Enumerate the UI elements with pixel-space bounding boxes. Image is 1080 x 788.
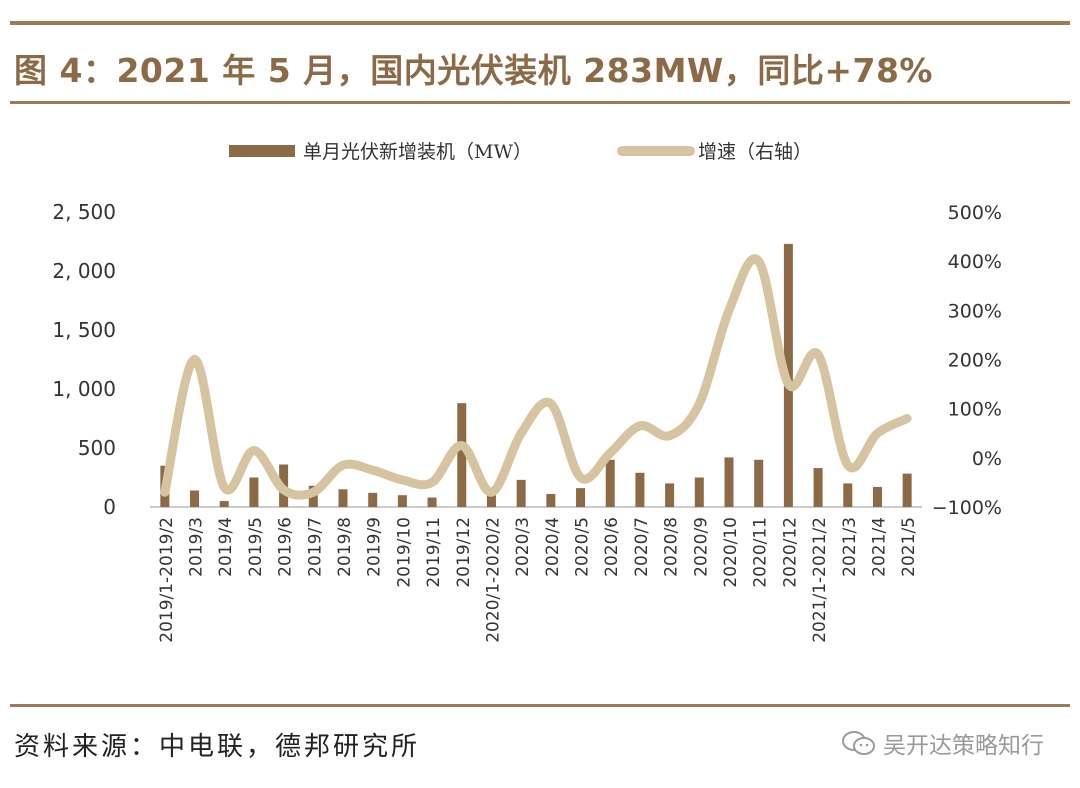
x-tick-label: 2019/11 bbox=[424, 517, 444, 588]
bar bbox=[872, 486, 882, 507]
x-tick-label: 2020/11 bbox=[751, 517, 771, 588]
x-tick-label: 2020/1-2020/2 bbox=[483, 517, 503, 643]
x-tick-label: 2021/4 bbox=[869, 517, 889, 577]
bar bbox=[368, 492, 378, 507]
legend: 单月光伏新增装机（MW） 增速（右轴） bbox=[229, 141, 812, 163]
bar bbox=[724, 457, 734, 507]
right-tick-label: 400% bbox=[948, 251, 1002, 273]
bar bbox=[754, 459, 764, 507]
bar bbox=[635, 472, 645, 507]
x-tick-label: 2019/4 bbox=[216, 517, 236, 577]
bar bbox=[486, 495, 496, 507]
x-tick-label: 2019/6 bbox=[276, 517, 296, 577]
source-note: 资料来源：中电联，德邦研究所 bbox=[14, 732, 421, 762]
x-tick-label: 2020/3 bbox=[513, 517, 533, 577]
x-axis-labels: 2019/1-2019/2 2019/3 2019/4 2019/5 2019/6 201… bbox=[157, 517, 919, 643]
left-tick-label: 2, 500 bbox=[52, 200, 116, 224]
bottom-rule bbox=[10, 704, 1070, 707]
right-axis: −100% 0% 100% 200% 300% 400% 500% bbox=[932, 202, 1002, 519]
bar bbox=[516, 479, 526, 507]
bar bbox=[397, 495, 407, 507]
left-axis: 0 500 1, 000 1, 500 2, 000 2, 500 bbox=[52, 200, 116, 519]
x-tick-label: 2019/5 bbox=[246, 517, 266, 577]
x-tick-label: 2019/10 bbox=[394, 517, 414, 588]
x-tick-label: 2020/5 bbox=[573, 517, 593, 577]
left-tick-label: 1, 500 bbox=[52, 318, 116, 342]
right-tick-label: 0% bbox=[972, 448, 1002, 470]
legend-label-line: 增速（右轴） bbox=[698, 141, 812, 163]
x-tick-label: 2020/10 bbox=[721, 517, 741, 588]
x-tick-label: 2021/1-2021/2 bbox=[810, 517, 830, 643]
left-tick-label: 1, 000 bbox=[52, 377, 116, 401]
growth-line bbox=[160, 254, 912, 500]
right-tick-label: 300% bbox=[948, 300, 1002, 322]
chart: 单月光伏新增装机（MW） 增速（右轴） 0 500 1, 000 1, 500 2, 0… bbox=[52, 141, 1002, 643]
bar bbox=[338, 489, 348, 507]
bar bbox=[249, 477, 259, 507]
bar bbox=[843, 483, 853, 507]
left-tick-label: 0 bbox=[103, 495, 116, 519]
x-tick-label: 2021/5 bbox=[899, 517, 919, 577]
legend-swatch-bar bbox=[229, 145, 295, 157]
left-tick-label: 500 bbox=[78, 436, 116, 460]
bar bbox=[219, 501, 229, 507]
x-tick-label: 2019/9 bbox=[365, 517, 385, 577]
x-tick-label: 2019/3 bbox=[187, 517, 207, 577]
top-rule bbox=[10, 21, 1070, 25]
x-tick-label: 2020/9 bbox=[691, 517, 711, 577]
x-tick-label: 2019/8 bbox=[335, 517, 355, 577]
bar bbox=[457, 403, 467, 507]
right-tick-label: 500% bbox=[948, 202, 1002, 224]
x-tick-label: 2020/12 bbox=[780, 517, 800, 588]
title-underline bbox=[10, 101, 1070, 104]
x-tick-label: 2019/7 bbox=[305, 517, 325, 577]
watermark-text: 吴开达策略知行 bbox=[883, 733, 1044, 759]
chart-title: 图 4：2021 年 5 月，国内光伏装机 283MW，同比+78% bbox=[14, 51, 933, 90]
left-tick-label: 2, 000 bbox=[52, 259, 116, 283]
bar bbox=[427, 497, 437, 507]
x-tick-label: 2020/6 bbox=[602, 517, 622, 577]
bar bbox=[576, 488, 586, 507]
bar bbox=[665, 483, 675, 507]
bar bbox=[902, 473, 912, 507]
right-tick-label: −100% bbox=[932, 497, 1002, 519]
bar bbox=[694, 477, 704, 507]
bar bbox=[813, 468, 823, 507]
right-tick-label: 100% bbox=[948, 399, 1002, 421]
x-tick-label: 2019/1-2019/2 bbox=[157, 517, 177, 643]
x-tick-label: 2020/4 bbox=[543, 517, 563, 577]
x-tick-label: 2019/12 bbox=[454, 517, 474, 588]
right-tick-label: 200% bbox=[948, 350, 1002, 372]
x-tick-label: 2021/3 bbox=[840, 517, 860, 577]
wechat-icon bbox=[842, 731, 875, 755]
legend-label-bar: 单月光伏新增装机（MW） bbox=[303, 141, 532, 163]
watermark: 吴开达策略知行 bbox=[841, 726, 1044, 760]
bar bbox=[546, 494, 556, 507]
bar bbox=[190, 490, 200, 507]
x-tick-label: 2020/8 bbox=[662, 517, 682, 577]
bar bbox=[605, 459, 615, 507]
x-tick-label: 2020/7 bbox=[632, 517, 652, 577]
